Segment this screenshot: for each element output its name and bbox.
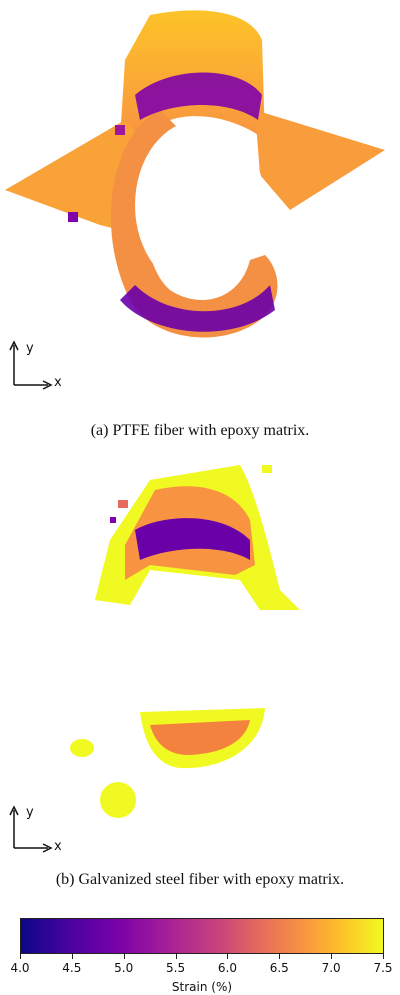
ptfe-high-strain-top <box>135 72 262 120</box>
panel-a: y x <box>0 0 400 395</box>
panel-b: y x <box>0 450 400 860</box>
colorbar-tick-label: 4.5 <box>62 961 82 975</box>
colorbar-ticks <box>20 954 384 960</box>
steel-blob <box>70 739 94 757</box>
steel-crescent-inner <box>150 720 250 755</box>
ptfe-high-strain-bottom <box>120 285 275 332</box>
colorbar-tick-label: 5.0 <box>114 961 134 975</box>
steel-blob <box>100 782 136 818</box>
caption-a: (a) PTFE fiber with epoxy matrix. <box>90 422 310 439</box>
colorbar-title: Strain (%) <box>171 980 233 994</box>
colorbar-tick-label: 6.5 <box>269 961 289 975</box>
steel-spot <box>118 500 128 508</box>
colorbar-tick <box>227 954 229 959</box>
colorbar-tick <box>331 954 333 959</box>
steel-high-strain <box>135 518 250 560</box>
colorbar-tick <box>123 954 125 959</box>
colorbar-tick-label: 5.5 <box>166 961 186 975</box>
colorbar-tick <box>383 954 384 959</box>
x-axis-label: x <box>54 839 62 854</box>
colorbar-tick <box>71 954 73 959</box>
colorbar-tick-label: 7.5 <box>373 961 393 975</box>
axes-indicator-a <box>9 340 53 390</box>
y-axis-label: y <box>26 341 34 356</box>
steel-spot <box>262 465 272 473</box>
x-axis-label: x <box>54 375 62 390</box>
ptfe-right-wing <box>255 110 385 210</box>
colorbar-tick-label: 6.0 <box>217 961 237 975</box>
caption-b: (b) Galvanized steel fiber with epoxy ma… <box>55 871 345 888</box>
ptfe-strain-map: y x <box>5 10 385 390</box>
y-axis-label: y <box>26 805 34 820</box>
ptfe-spot <box>115 125 125 135</box>
steel-strain-map: y x <box>9 465 300 854</box>
ptfe-hole <box>135 120 265 290</box>
ptfe-spot <box>68 212 78 222</box>
colorbar-tick <box>279 954 281 959</box>
colorbar-tick-label: 4.0 <box>10 961 30 975</box>
axes-indicator-b <box>9 805 53 853</box>
colorbar-tick <box>20 954 21 959</box>
steel-spot <box>110 517 116 523</box>
colorbar-gradient <box>20 918 384 954</box>
colorbar-tick-label: 7.0 <box>321 961 341 975</box>
colorbar-tick <box>175 954 177 959</box>
